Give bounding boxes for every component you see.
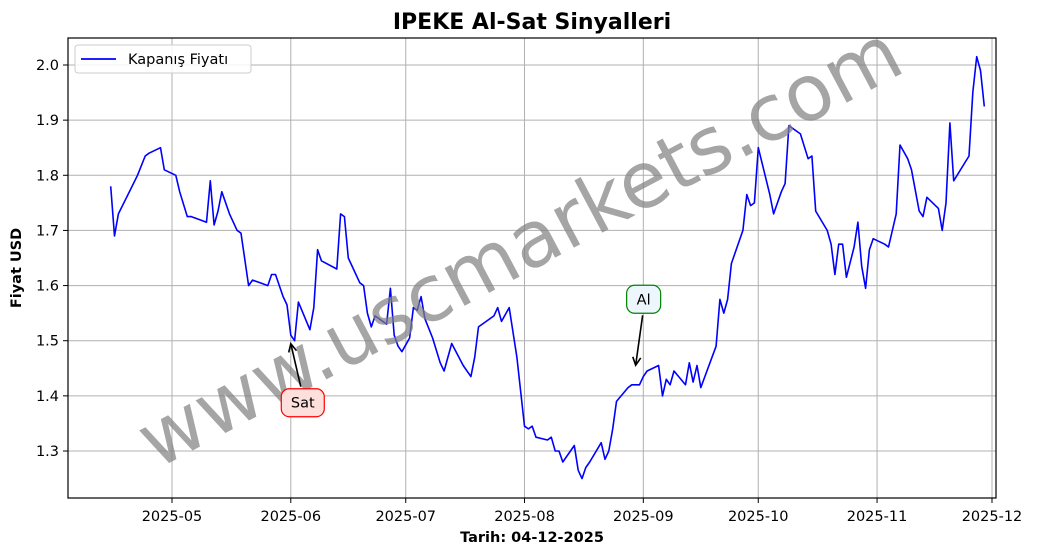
- x-tick-label: 2025-06: [260, 509, 321, 525]
- sell-signal-annotation: Sat: [280, 341, 325, 418]
- buy-signal-annotation: Al: [626, 284, 662, 368]
- x-axis: 2025-05 2025-06 2025-07 2025-08 2025-09 2025-…: [142, 498, 1023, 525]
- annotation-box: [280, 388, 325, 418]
- y-tick-label: 1.5: [36, 334, 59, 350]
- price-series: [109, 55, 986, 480]
- x-tick-label: 2025-10: [728, 509, 789, 525]
- x-tick-label: 2025-12: [962, 509, 1023, 525]
- annotation-label: Sat: [291, 396, 315, 412]
- annotation-label: Al: [637, 292, 651, 308]
- annotation-arrow: [290, 343, 302, 387]
- x-tick-label: 2025-11: [847, 509, 908, 525]
- y-tick-label: 1.9: [36, 113, 59, 129]
- y-tick-label: 1.7: [36, 223, 59, 239]
- y-tick-label: 1.4: [36, 389, 59, 405]
- x-tick-label: 2025-08: [494, 509, 555, 525]
- y-axis: 1.3 1.4 1.5 1.6 1.7 1.8 1.9 2.0: [36, 58, 68, 460]
- y-tick-label: 1.6: [36, 279, 59, 295]
- y-axis-label: Fiyat USD: [9, 228, 25, 308]
- legend: Kapanış Fiyatı: [74, 44, 252, 74]
- legend-box: [74, 44, 252, 74]
- price-line: [109, 55, 986, 480]
- signal-annotations: Sat Al: [280, 284, 662, 418]
- arrow-head-icon: [287, 341, 298, 353]
- arrow-head-icon: [632, 356, 642, 368]
- x-tick-label: 2025-09: [613, 509, 674, 525]
- chart-title: IPEKE Al-Sat Sinyalleri: [393, 10, 671, 35]
- y-tick-label: 2.0: [36, 58, 59, 74]
- x-axis-label: Tarih: 04-12-2025: [460, 530, 604, 546]
- annotation-arrow: [634, 315, 644, 366]
- legend-label: Kapanış Fiyatı: [128, 52, 228, 68]
- plot-frame: [67, 37, 997, 499]
- x-tick-label: 2025-05: [142, 509, 203, 525]
- y-tick-label: 1.3: [36, 444, 59, 460]
- x-tick-label: 2025-07: [375, 509, 436, 525]
- y-tick-label: 1.8: [36, 168, 59, 184]
- annotation-box: [626, 284, 662, 314]
